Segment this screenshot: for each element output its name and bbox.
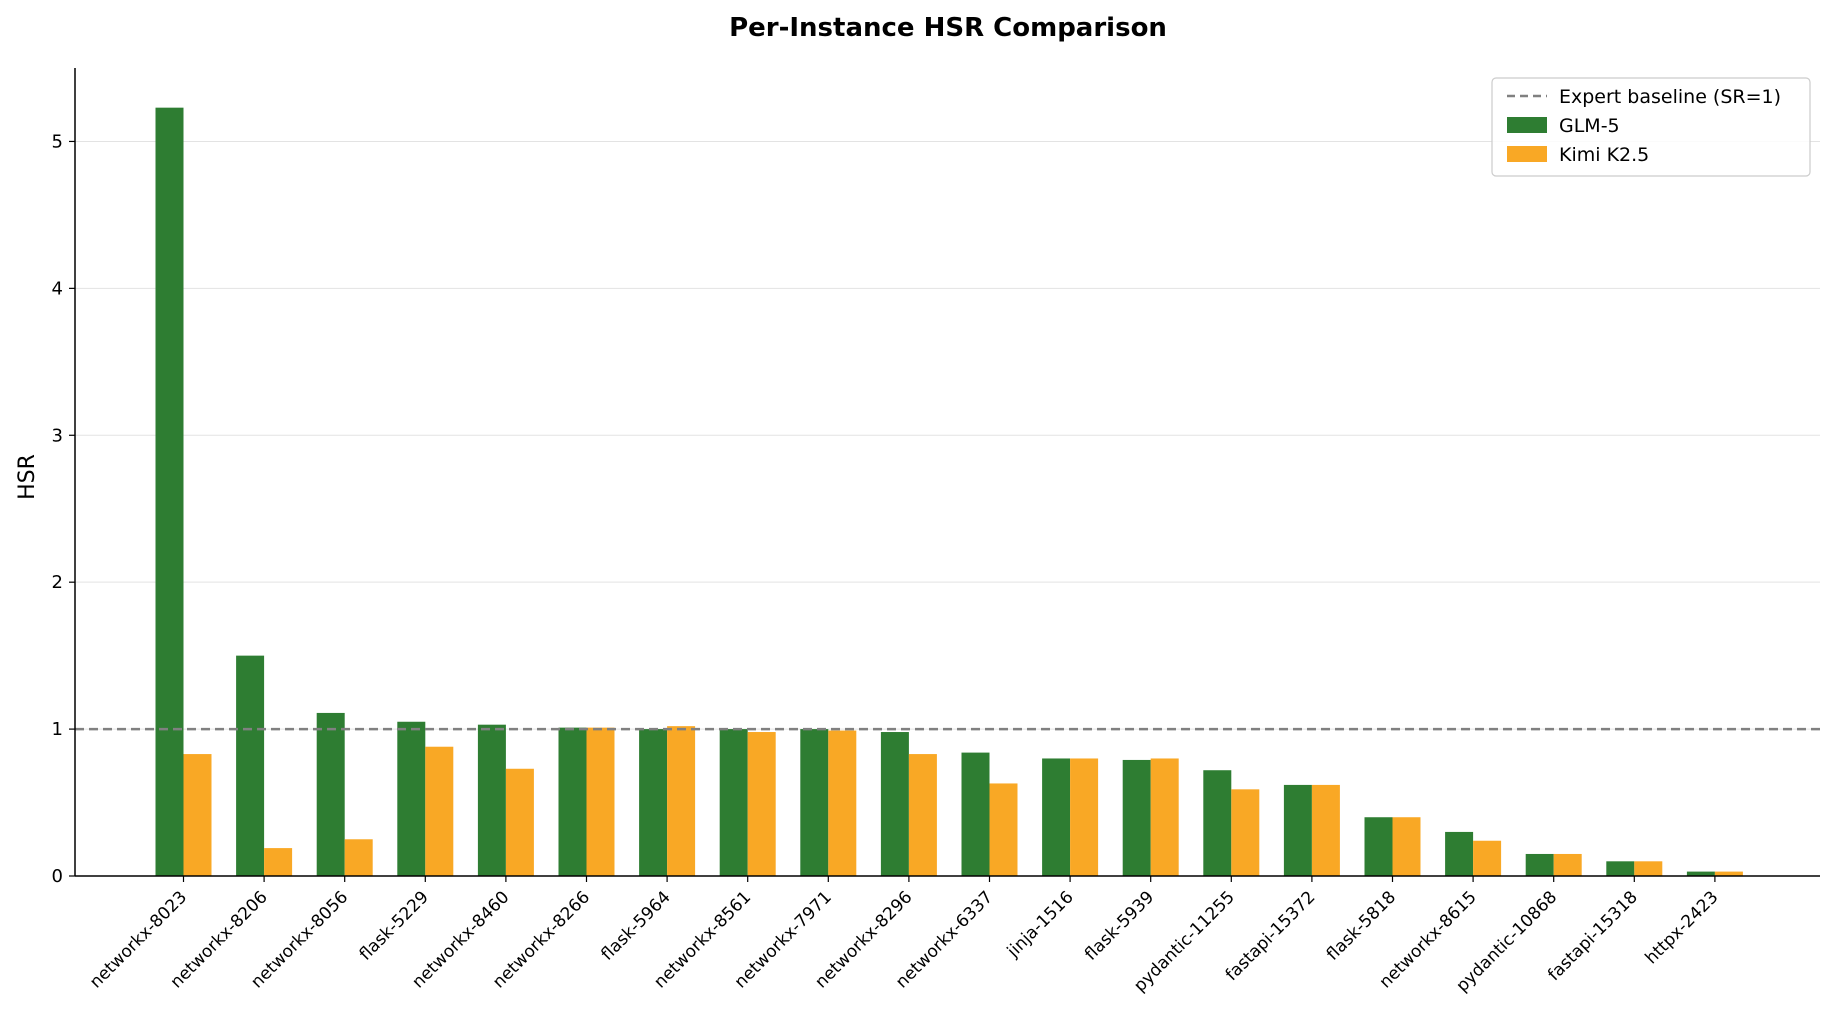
bar-kimi-networkx-8460 (505, 768, 534, 876)
bar-kimi-networkx-8615 (1473, 840, 1502, 876)
bar-kimi-flask-5939 (1150, 758, 1179, 876)
bar-glm5-flask-5939 (1122, 759, 1151, 876)
y-axis-label: HSR (15, 454, 40, 500)
bar-kimi-networkx-8056 (344, 839, 373, 876)
bar-glm5-networkx-8023 (155, 107, 184, 876)
bar-glm5-networkx-6337 (961, 752, 990, 876)
bar-glm5-flask-5964 (639, 729, 668, 876)
bar-glm5-flask-5229 (397, 721, 426, 876)
bar-kimi-jinja-1516 (1070, 758, 1099, 876)
legend-frame (1491, 77, 1811, 177)
bar-glm5-fastapi-15318 (1606, 861, 1635, 876)
legend-swatch-series-2 (1507, 146, 1547, 162)
x-tick-label-flask-5818: flask-5818 (1323, 887, 1400, 964)
bar-glm5-httpx-2423 (1686, 871, 1715, 876)
legend-swatch-series-1 (1507, 117, 1547, 133)
bar-kimi-networkx-7971 (828, 730, 857, 876)
bar-kimi-pydantic-10868 (1553, 853, 1582, 876)
legend-label-series-2: Kimi K2.5 (1559, 144, 1649, 166)
bar-glm5-pydantic-11255 (1203, 770, 1232, 876)
bars (155, 107, 1743, 876)
bar-kimi-networkx-8206 (264, 848, 293, 876)
x-tick-label-flask-5964: flask-5964 (597, 887, 674, 964)
x-tick-label-flask-5229: flask-5229 (356, 887, 433, 964)
gridlines (75, 140, 1820, 730)
bar-glm5-networkx-8266 (558, 727, 587, 876)
legend-label-reference: Expert baseline (SR=1) (1559, 86, 1781, 108)
bar-glm5-networkx-8460 (477, 724, 506, 876)
bar-glm5-networkx-7971 (800, 729, 829, 876)
bar-kimi-flask-5818 (1392, 817, 1421, 876)
bar-kimi-pydantic-11255 (1231, 789, 1260, 876)
x-tick-label-flask-5939: flask-5939 (1081, 887, 1158, 964)
bar-kimi-flask-5229 (425, 746, 454, 876)
bar-kimi-networkx-8266 (586, 727, 615, 876)
bar-kimi-fastapi-15372 (1311, 784, 1340, 876)
bar-kimi-networkx-6337 (989, 783, 1018, 876)
y-tick-label-3: 3 (52, 425, 63, 446)
x-tick-label-jinja-1516: jinja-1516 (1003, 887, 1078, 962)
bar-kimi-fastapi-15318 (1634, 861, 1663, 876)
y-tick-label-0: 0 (52, 866, 63, 887)
bar-glm5-networkx-8296 (880, 732, 909, 876)
y-ticks: 0 1 2 3 4 5 (52, 131, 75, 887)
legend-label-series-1: GLM-5 (1559, 115, 1620, 137)
bar-kimi-networkx-8561 (747, 732, 776, 876)
bar-glm5-pydantic-10868 (1525, 853, 1554, 876)
bar-kimi-flask-5964 (667, 726, 696, 876)
bar-glm5-networkx-8561 (719, 729, 748, 876)
bar-glm5-jinja-1516 (1042, 758, 1071, 876)
bar-kimi-networkx-8296 (908, 754, 937, 876)
bar-glm5-networkx-8615 (1445, 831, 1474, 876)
bar-glm5-networkx-8056 (316, 712, 345, 876)
y-tick-label-4: 4 (52, 278, 63, 299)
y-tick-label-1: 1 (52, 719, 63, 740)
y-tick-label-5: 5 (52, 131, 63, 152)
bar-kimi-networkx-8023 (183, 754, 212, 876)
y-tick-label-2: 2 (52, 572, 63, 593)
bar-glm5-networkx-8206 (236, 655, 265, 876)
bar-kimi-httpx-2423 (1714, 871, 1743, 876)
legend: Expert baseline (SR=1) GLM-5 Kimi K2.5 (1491, 77, 1811, 177)
bar-glm5-fastapi-15372 (1283, 784, 1312, 876)
chart-title: Per-Instance HSR Comparison (729, 13, 1167, 43)
x-tick-label-httpx-2423: httpx-2423 (1642, 887, 1723, 968)
bar-glm5-flask-5818 (1364, 817, 1393, 876)
axes (74, 68, 1820, 877)
